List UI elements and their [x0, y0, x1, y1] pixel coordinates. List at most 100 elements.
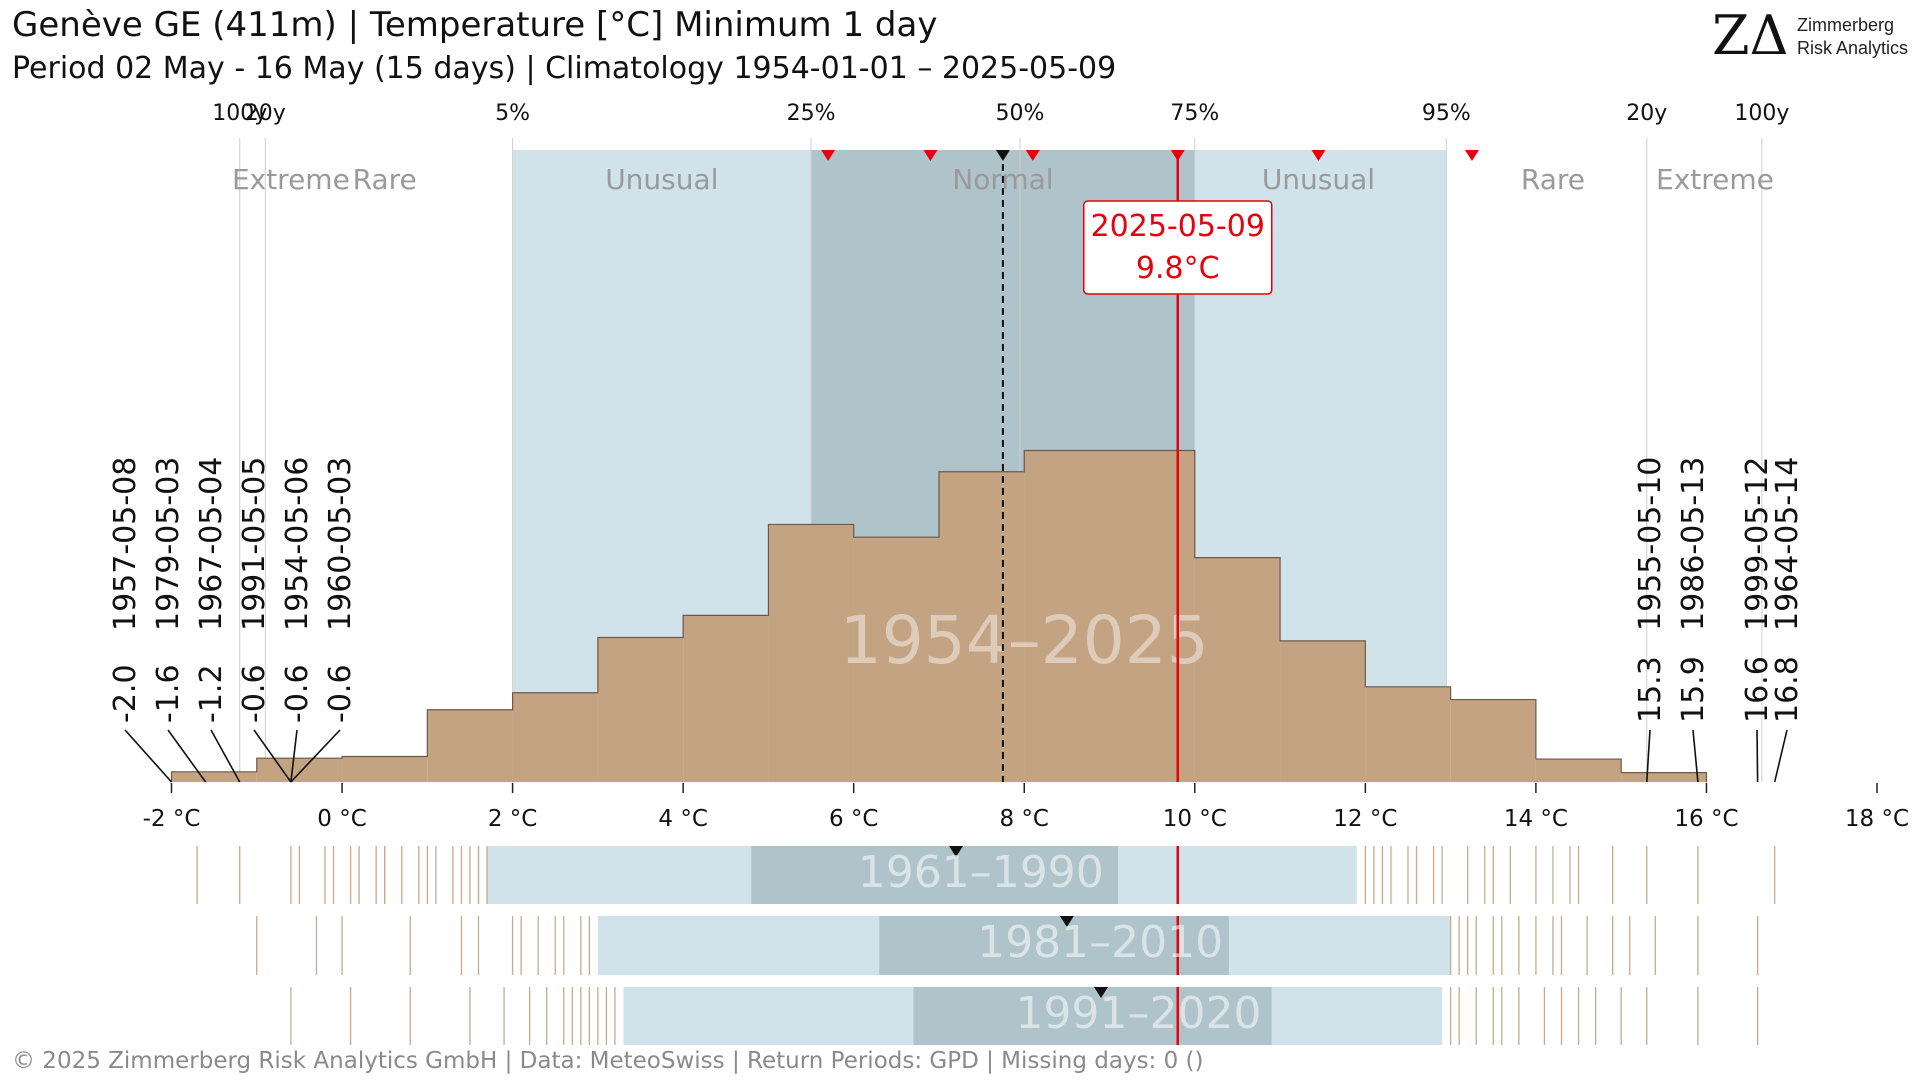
chart-subtitle: Period 02 May - 16 May (15 days) | Clima…	[12, 51, 1116, 86]
extreme-leader-line	[1645, 729, 1651, 783]
recent-year-marker	[821, 150, 836, 161]
x-tick-label: 2 °C	[488, 806, 538, 832]
x-tick-label: 4 °C	[658, 806, 708, 832]
histogram-bar	[1450, 699, 1536, 782]
x-tick-label: 6 °C	[829, 806, 879, 832]
chart-overlays: 2025-05-09 9.8°C -2 °C 0 °C 2 °C 4 °C 6 °C 8 °C…	[108, 150, 1909, 832]
category-label: Unusual	[605, 163, 718, 196]
extreme-date-label: 1967-05-04	[194, 457, 229, 631]
histogram-bar	[256, 758, 343, 782]
category-label: Extreme	[232, 163, 350, 196]
extreme-date-label: 1999-05-12	[1740, 457, 1775, 631]
histogram-bar	[1194, 557, 1281, 782]
extreme-leader-line	[167, 729, 207, 783]
category-label: Unusual	[1262, 163, 1375, 196]
x-tick-label: 18 °C	[1845, 806, 1909, 832]
extreme-leader-line	[1756, 729, 1759, 783]
clim-band-25-75	[879, 916, 1229, 975]
x-tick-label: 16 °C	[1674, 806, 1738, 832]
x-tick-label: 8 °C	[999, 806, 1049, 832]
extreme-date-label: 1954-05-06	[280, 457, 315, 631]
recent-year-marker	[923, 150, 938, 161]
histogram-bar	[853, 537, 939, 782]
percentile-label: 100y	[212, 101, 267, 126]
highlight-date: 2025-05-09	[1091, 209, 1265, 244]
footer-credits: © 2025 Zimmerberg Risk Analytics GmbH | …	[12, 1048, 1204, 1074]
x-tick-label: 0 °C	[317, 806, 367, 832]
extreme-leader-line	[1692, 729, 1699, 783]
extreme-date-label: 1957-05-08	[108, 457, 143, 631]
histogram-bar	[342, 756, 428, 782]
percentile-label: 95%	[1422, 101, 1471, 126]
extreme-value-label: 16.6	[1740, 656, 1775, 723]
extreme-value-label: -2.0	[108, 664, 143, 723]
percentile-label: 20y	[1626, 101, 1667, 126]
recent-year-marker	[1464, 150, 1479, 161]
extreme-leader-line	[290, 729, 341, 783]
histogram-bar	[1024, 450, 1110, 782]
histogram-bar	[1365, 686, 1451, 782]
highlight-label-box	[1082, 200, 1273, 295]
extreme-date-label: 1986-05-13	[1676, 457, 1711, 631]
extreme-date-label: 1991-05-05	[237, 457, 272, 631]
extreme-leader-line	[1773, 729, 1788, 783]
category-label: Extreme	[1656, 163, 1774, 196]
histogram-bar	[512, 692, 598, 782]
extreme-leader-line	[210, 729, 241, 783]
clim-period-label: 1981–2010	[977, 917, 1223, 968]
highlight-value: 9.8°C	[1136, 251, 1220, 286]
x-tick-label: 10 °C	[1163, 806, 1227, 832]
extreme-date-label: 1955-05-10	[1633, 457, 1668, 631]
period-watermark: 1954–2025	[840, 602, 1209, 679]
percentile-label: 20y	[245, 101, 286, 126]
extreme-leader-line	[124, 729, 173, 783]
logo-name-line1: Zimmerberg	[1797, 15, 1894, 35]
chart-title: Genève GE (411m) | Temperature [°C] Mini…	[12, 5, 937, 45]
clim-band-25-75	[913, 987, 1272, 1045]
clim-median-marker	[1093, 987, 1108, 998]
extreme-date-label: 1960-05-03	[323, 457, 358, 631]
clim-median-marker	[949, 846, 964, 857]
histogram: 1954–2025	[170, 449, 1708, 782]
x-tick-label: 12 °C	[1333, 806, 1397, 832]
percentile-label: 50%	[996, 101, 1045, 126]
extreme-value-label: -1.6	[151, 664, 186, 723]
histogram-bar	[597, 637, 684, 782]
percentile-label: 75%	[1170, 101, 1219, 126]
extreme-value-label: 15.9	[1676, 656, 1711, 723]
company-logo: ZΔ Zimmerberg Risk Analytics	[1712, 4, 1908, 67]
category-label: Rare	[1521, 163, 1585, 196]
extreme-date-label: 1964-05-14	[1770, 457, 1805, 631]
extreme-value-label: -0.6	[323, 664, 358, 723]
category-label: Rare	[353, 163, 417, 196]
x-tick-label: -2 °C	[143, 806, 201, 832]
histogram-bar	[1535, 759, 1622, 782]
histogram-outline	[170, 449, 1708, 782]
percentile-label: 25%	[787, 101, 836, 126]
logo-name-line2: Risk Analytics	[1797, 38, 1908, 58]
histogram-bar	[1109, 450, 1195, 782]
climatology-strips: 1961–1990 1981–2010 1991–2020	[196, 846, 1776, 1045]
percentile-label: 100y	[1734, 101, 1789, 126]
clim-period-label: 1961–1990	[858, 847, 1104, 898]
clim-median-marker	[1059, 916, 1074, 927]
median-marker	[995, 150, 1010, 161]
extreme-value-label: -1.2	[194, 664, 229, 723]
histogram-bar	[768, 524, 854, 782]
x-tick-label: 14 °C	[1504, 806, 1568, 832]
clim-band-25-75	[751, 846, 1119, 904]
logo-mark: ZΔ	[1712, 4, 1789, 67]
clim-period-label: 1991–2020	[1015, 988, 1261, 1039]
extreme-value-label: 16.8	[1770, 656, 1805, 723]
histogram-bar	[1621, 772, 1707, 782]
histogram-bar	[427, 709, 513, 782]
histogram-bar	[938, 471, 1025, 782]
extreme-leader-line	[253, 729, 292, 783]
histogram-bar	[171, 771, 257, 782]
recent-year-marker	[1311, 150, 1326, 161]
extreme-value-label: -0.6	[237, 664, 272, 723]
percentile-label: 5%	[495, 101, 530, 126]
extreme-value-label: 15.3	[1633, 656, 1668, 723]
histogram-bar	[1280, 640, 1366, 782]
